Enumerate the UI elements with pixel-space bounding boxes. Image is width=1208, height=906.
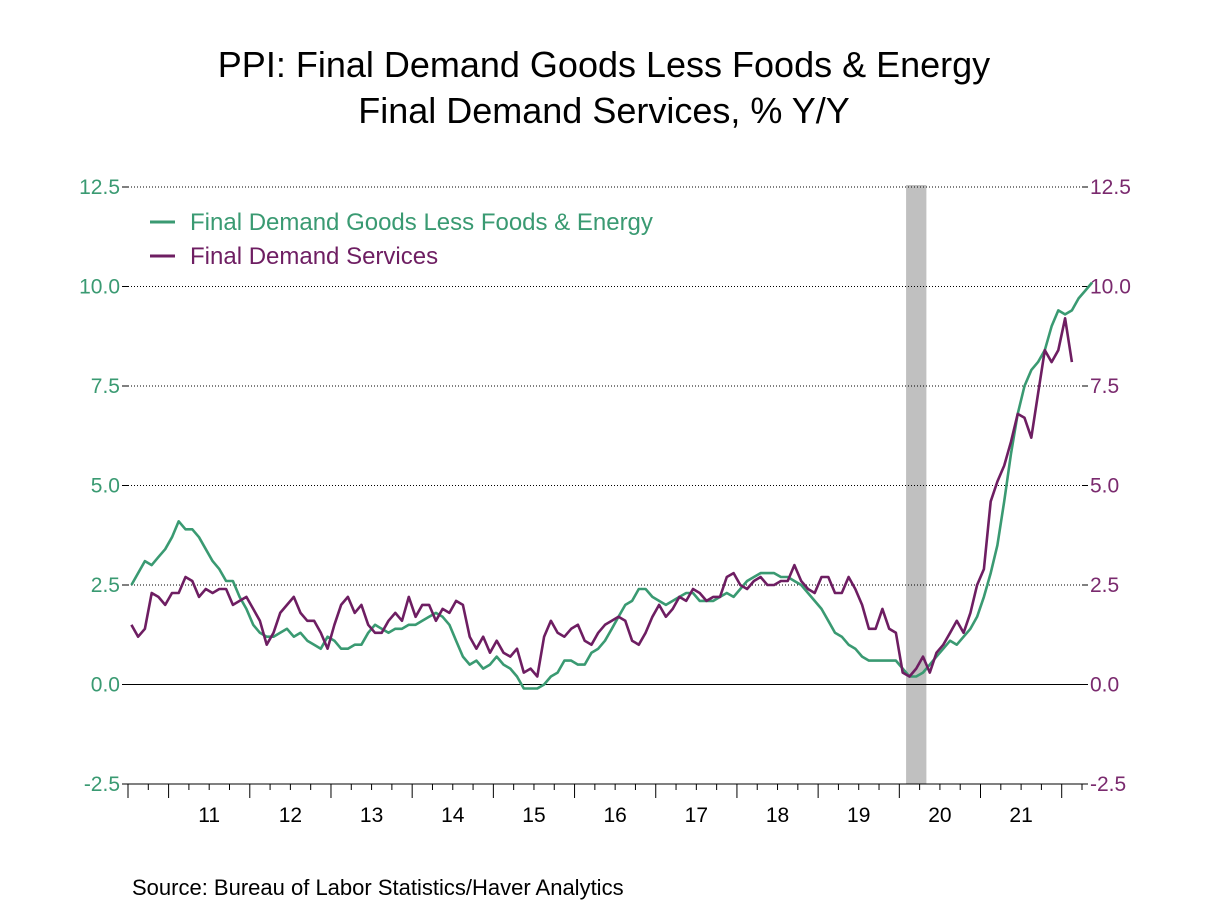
x-tick-label: 12	[279, 804, 302, 827]
x-tick-label: 13	[360, 804, 383, 827]
x-tick-label: 16	[603, 804, 626, 827]
left-tick-label: 10.0	[79, 276, 120, 299]
right-axis-ticks: 12.5 10.0 7.5 5.0 2.5 0.0 -2.5	[1082, 176, 1131, 796]
x-tick-label: 20	[928, 804, 951, 827]
left-tick-label: 0.0	[91, 674, 120, 697]
legend-services-label: Final Demand Services	[190, 243, 438, 270]
x-tick-label: 19	[847, 804, 870, 827]
chart-title-line1: PPI: Final Demand Goods Less Foods & Ene…	[217, 44, 991, 85]
recession-band	[906, 185, 927, 784]
x-tick-label: 18	[766, 804, 789, 827]
right-tick-label: 7.5	[1090, 375, 1119, 398]
x-tick-label: 15	[522, 804, 545, 827]
x-tick-label: 11	[198, 804, 220, 827]
left-axis-ticks: 12.5 10.0 7.5 5.0 2.5 0.0 -2.5	[79, 176, 128, 796]
right-tick-label: -2.5	[1090, 773, 1126, 796]
series-lines	[130, 281, 1094, 690]
right-tick-label: 0.0	[1090, 674, 1119, 697]
right-tick-label: 12.5	[1090, 176, 1131, 199]
legend-goods-label: Final Demand Goods Less Foods & Energy	[190, 209, 653, 236]
legend: Final Demand Goods Less Foods & Energy F…	[150, 209, 653, 270]
left-tick-label: 2.5	[91, 574, 120, 597]
x-tick-label: 21	[1009, 804, 1032, 827]
grid-lines	[128, 186, 1082, 685]
chart-title-line2: Final Demand Services, % Y/Y	[358, 90, 850, 131]
right-tick-label: 10.0	[1090, 276, 1131, 299]
x-tick-label: 14	[441, 804, 465, 827]
left-tick-label: 7.5	[91, 375, 120, 398]
source-note: Source: Bureau of Labor Statistics/Haver…	[132, 875, 624, 900]
services-series-line	[130, 316, 1074, 678]
left-tick-label: 5.0	[91, 475, 120, 498]
x-axis: 11 12 13 14 15 16 17 18 19 20 21	[127, 783, 1083, 827]
x-tick-label: 17	[685, 804, 708, 827]
left-tick-label: -2.5	[84, 773, 120, 796]
right-tick-label: 5.0	[1090, 475, 1119, 498]
right-tick-label: 2.5	[1090, 574, 1119, 597]
left-tick-label: 12.5	[79, 176, 120, 199]
